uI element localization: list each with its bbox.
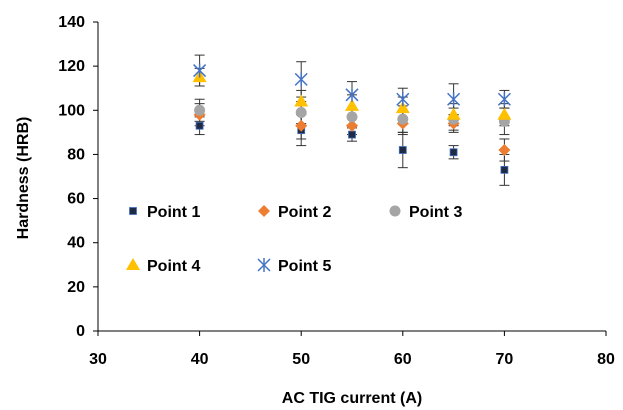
data-point xyxy=(294,72,308,87)
marker-square xyxy=(398,146,407,154)
y-tick-label: 20 xyxy=(67,279,85,296)
y-tick-label: 40 xyxy=(67,235,85,252)
legend-item: Point 4 xyxy=(126,258,200,275)
legend-label: Point 5 xyxy=(278,258,331,275)
marker-triangle xyxy=(126,258,140,270)
data-point xyxy=(346,119,358,132)
marker-square xyxy=(195,121,204,130)
marker-square xyxy=(348,130,356,139)
legend-marker xyxy=(389,205,401,217)
marker-triangle xyxy=(446,107,461,120)
data-point xyxy=(449,148,458,157)
y-tick-label: 100 xyxy=(58,102,85,119)
data-point xyxy=(294,94,309,107)
x-tick-label: 80 xyxy=(597,351,615,368)
marker-triangle xyxy=(395,101,410,114)
data-point xyxy=(348,130,356,139)
marker-square xyxy=(129,207,137,215)
x-tick-label: 60 xyxy=(394,351,412,368)
legend-marker xyxy=(129,207,137,215)
marker-square xyxy=(500,165,509,174)
y-tick-label: 0 xyxy=(76,323,85,340)
x-tick-label: 70 xyxy=(496,351,514,368)
y-axis-title: Hardness (HRB) xyxy=(15,117,32,240)
marker-triangle xyxy=(345,98,359,111)
marker-square xyxy=(449,148,458,157)
data-point xyxy=(195,121,204,130)
marker-diamond xyxy=(346,119,358,132)
marker-triangle xyxy=(294,94,309,107)
data-point xyxy=(498,144,511,157)
legend-marker xyxy=(258,205,270,217)
legend-label: Point 2 xyxy=(278,204,331,221)
y-tick-label: 80 xyxy=(67,146,85,163)
legend-label: Point 3 xyxy=(409,204,462,221)
marker-circle xyxy=(389,205,401,217)
y-tick-label: 120 xyxy=(58,58,85,75)
marker-circle xyxy=(295,106,307,118)
data-point xyxy=(295,119,308,132)
legend-item: Point 3 xyxy=(389,204,462,221)
data-point xyxy=(295,106,307,118)
marker-diamond xyxy=(498,144,511,157)
marker-diamond xyxy=(258,205,270,217)
data-point xyxy=(194,104,206,116)
data-point xyxy=(193,63,207,78)
legend-label: Point 1 xyxy=(147,204,200,221)
legend-marker xyxy=(257,258,271,272)
marker-circle xyxy=(397,113,409,125)
x-tick-label: 30 xyxy=(89,351,107,368)
data-point xyxy=(447,92,461,107)
legend-item: Point 2 xyxy=(258,204,331,221)
x-axis-title: AC TIG current (A) xyxy=(282,390,422,407)
data-point xyxy=(396,92,410,107)
legend-item: Point 5 xyxy=(257,258,331,275)
data-point xyxy=(500,165,509,174)
data-point xyxy=(397,113,409,125)
data-point xyxy=(345,87,359,102)
x-tick-label: 50 xyxy=(292,351,310,368)
plot-area xyxy=(192,54,512,186)
legend-item: Point 1 xyxy=(129,204,200,221)
data-point xyxy=(446,107,461,120)
data-point xyxy=(497,107,512,120)
legend-label: Point 4 xyxy=(147,258,200,275)
data-point xyxy=(345,98,359,111)
data-point xyxy=(346,111,358,123)
marker-circle xyxy=(194,104,206,116)
y-tick-label: 140 xyxy=(58,14,85,31)
data-point xyxy=(497,92,511,107)
data-point xyxy=(395,101,410,114)
legend: Point 1 Point 2 Point 3 Point 4 Point 5 xyxy=(126,204,462,275)
marker-diamond xyxy=(295,119,308,132)
data-point xyxy=(398,146,407,154)
axes: 0 20 40 60 80 100 120 140 30 40 50 60 70 80 xyxy=(58,14,615,368)
marker-triangle xyxy=(497,107,512,120)
marker-circle xyxy=(346,111,358,123)
y-tick-label: 60 xyxy=(67,191,85,208)
x-tick-label: 40 xyxy=(191,351,209,368)
legend-marker xyxy=(126,258,140,270)
